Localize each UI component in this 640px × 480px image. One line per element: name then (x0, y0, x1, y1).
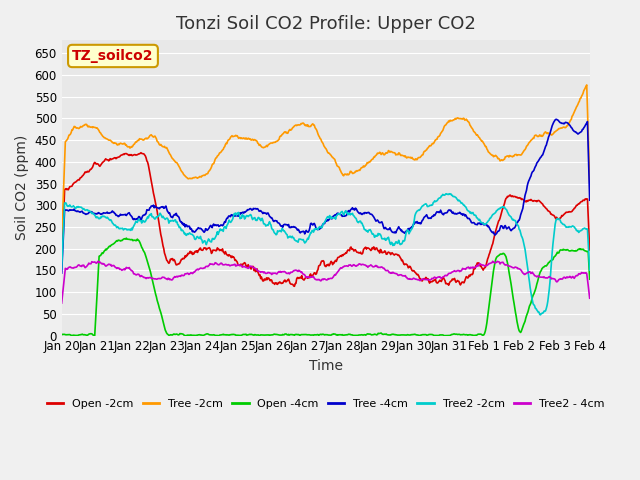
Y-axis label: Soil CO2 (ppm): Soil CO2 (ppm) (15, 135, 29, 240)
Title: Tonzi Soil CO2 Profile: Upper CO2: Tonzi Soil CO2 Profile: Upper CO2 (176, 15, 476, 33)
X-axis label: Time: Time (308, 359, 342, 373)
Text: TZ_soilco2: TZ_soilco2 (72, 49, 154, 63)
Legend: Open -2cm, Tree -2cm, Open -4cm, Tree -4cm, Tree2 -2cm, Tree2 - 4cm: Open -2cm, Tree -2cm, Open -4cm, Tree -4… (42, 395, 609, 413)
